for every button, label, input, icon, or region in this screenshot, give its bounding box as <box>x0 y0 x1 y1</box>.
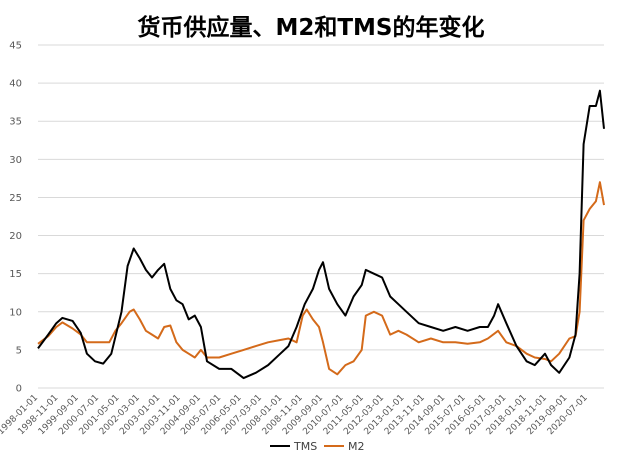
y-axis-ticks: 0 5 10 15 20 25 30 35 40 45 <box>9 41 22 395</box>
legend-label-m2: M2 <box>348 440 365 453</box>
y-tick-label: 20 <box>9 231 22 242</box>
legend: TMS M2 <box>270 440 365 453</box>
y-tick-label: 45 <box>9 41 22 52</box>
y-tick-label: 40 <box>9 79 22 90</box>
series-line-m2 <box>37 181 605 376</box>
chart-title: 货币供应量、M2和TMS的年变化 <box>137 15 485 41</box>
y-tick-label: 15 <box>9 269 22 280</box>
y-tick-label: 25 <box>9 193 22 204</box>
y-tick-label: 0 <box>16 384 22 395</box>
series-lines <box>37 89 605 380</box>
y-tick-label: 10 <box>9 307 22 318</box>
series-line-tms <box>37 89 605 380</box>
x-axis-ticks: 1998-01-011998-11-011999-09-012000-07-01… <box>0 393 590 437</box>
legend-label-tms: TMS <box>293 440 317 453</box>
y-tick-label: 35 <box>9 117 22 128</box>
gridlines <box>38 44 604 389</box>
y-tick-label: 30 <box>9 155 22 166</box>
y-tick-label: 5 <box>16 345 22 356</box>
